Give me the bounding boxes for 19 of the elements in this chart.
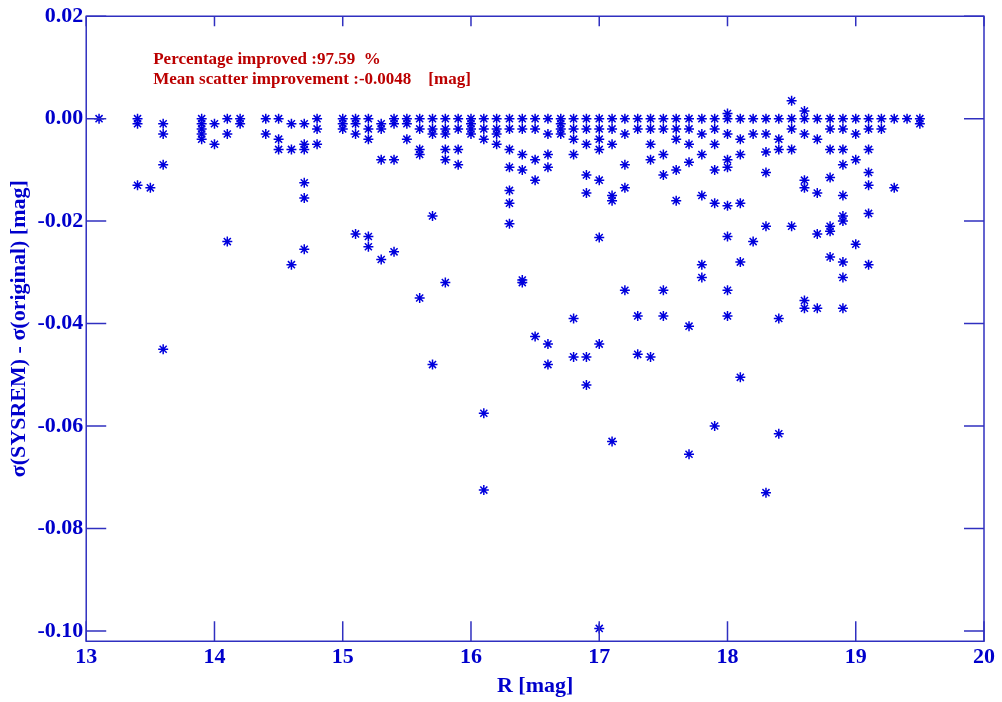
x-tick-label: 16 <box>459 643 482 669</box>
x-axis-title: R [mag] <box>496 672 574 698</box>
y-tick-label: -0.08 <box>37 514 84 540</box>
x-tick-label: 17 <box>588 643 611 669</box>
x-tick-label: 14 <box>203 643 226 669</box>
y-tick-label: -0.02 <box>37 206 84 232</box>
y-tick-label: -0.10 <box>37 616 84 642</box>
annotation: Percentage improved :97.59 % <box>153 49 381 69</box>
x-tick-label: 20 <box>973 643 995 669</box>
y-tick-label: 0.02 <box>44 1 84 27</box>
annotation: Mean scatter improvement :-0.0048 [mag] <box>153 69 471 89</box>
y-tick-label: -0.04 <box>37 309 84 335</box>
x-tick-label: 15 <box>331 643 354 669</box>
y-axis-title: σ(SYSREM) - σ(original) [mag] <box>4 180 30 478</box>
x-tick-label: 18 <box>716 643 739 669</box>
x-tick-label: 13 <box>75 643 98 669</box>
y-tick-label: 0.00 <box>44 104 84 130</box>
y-tick-label: -0.06 <box>37 411 84 437</box>
x-tick-label: 19 <box>844 643 867 669</box>
